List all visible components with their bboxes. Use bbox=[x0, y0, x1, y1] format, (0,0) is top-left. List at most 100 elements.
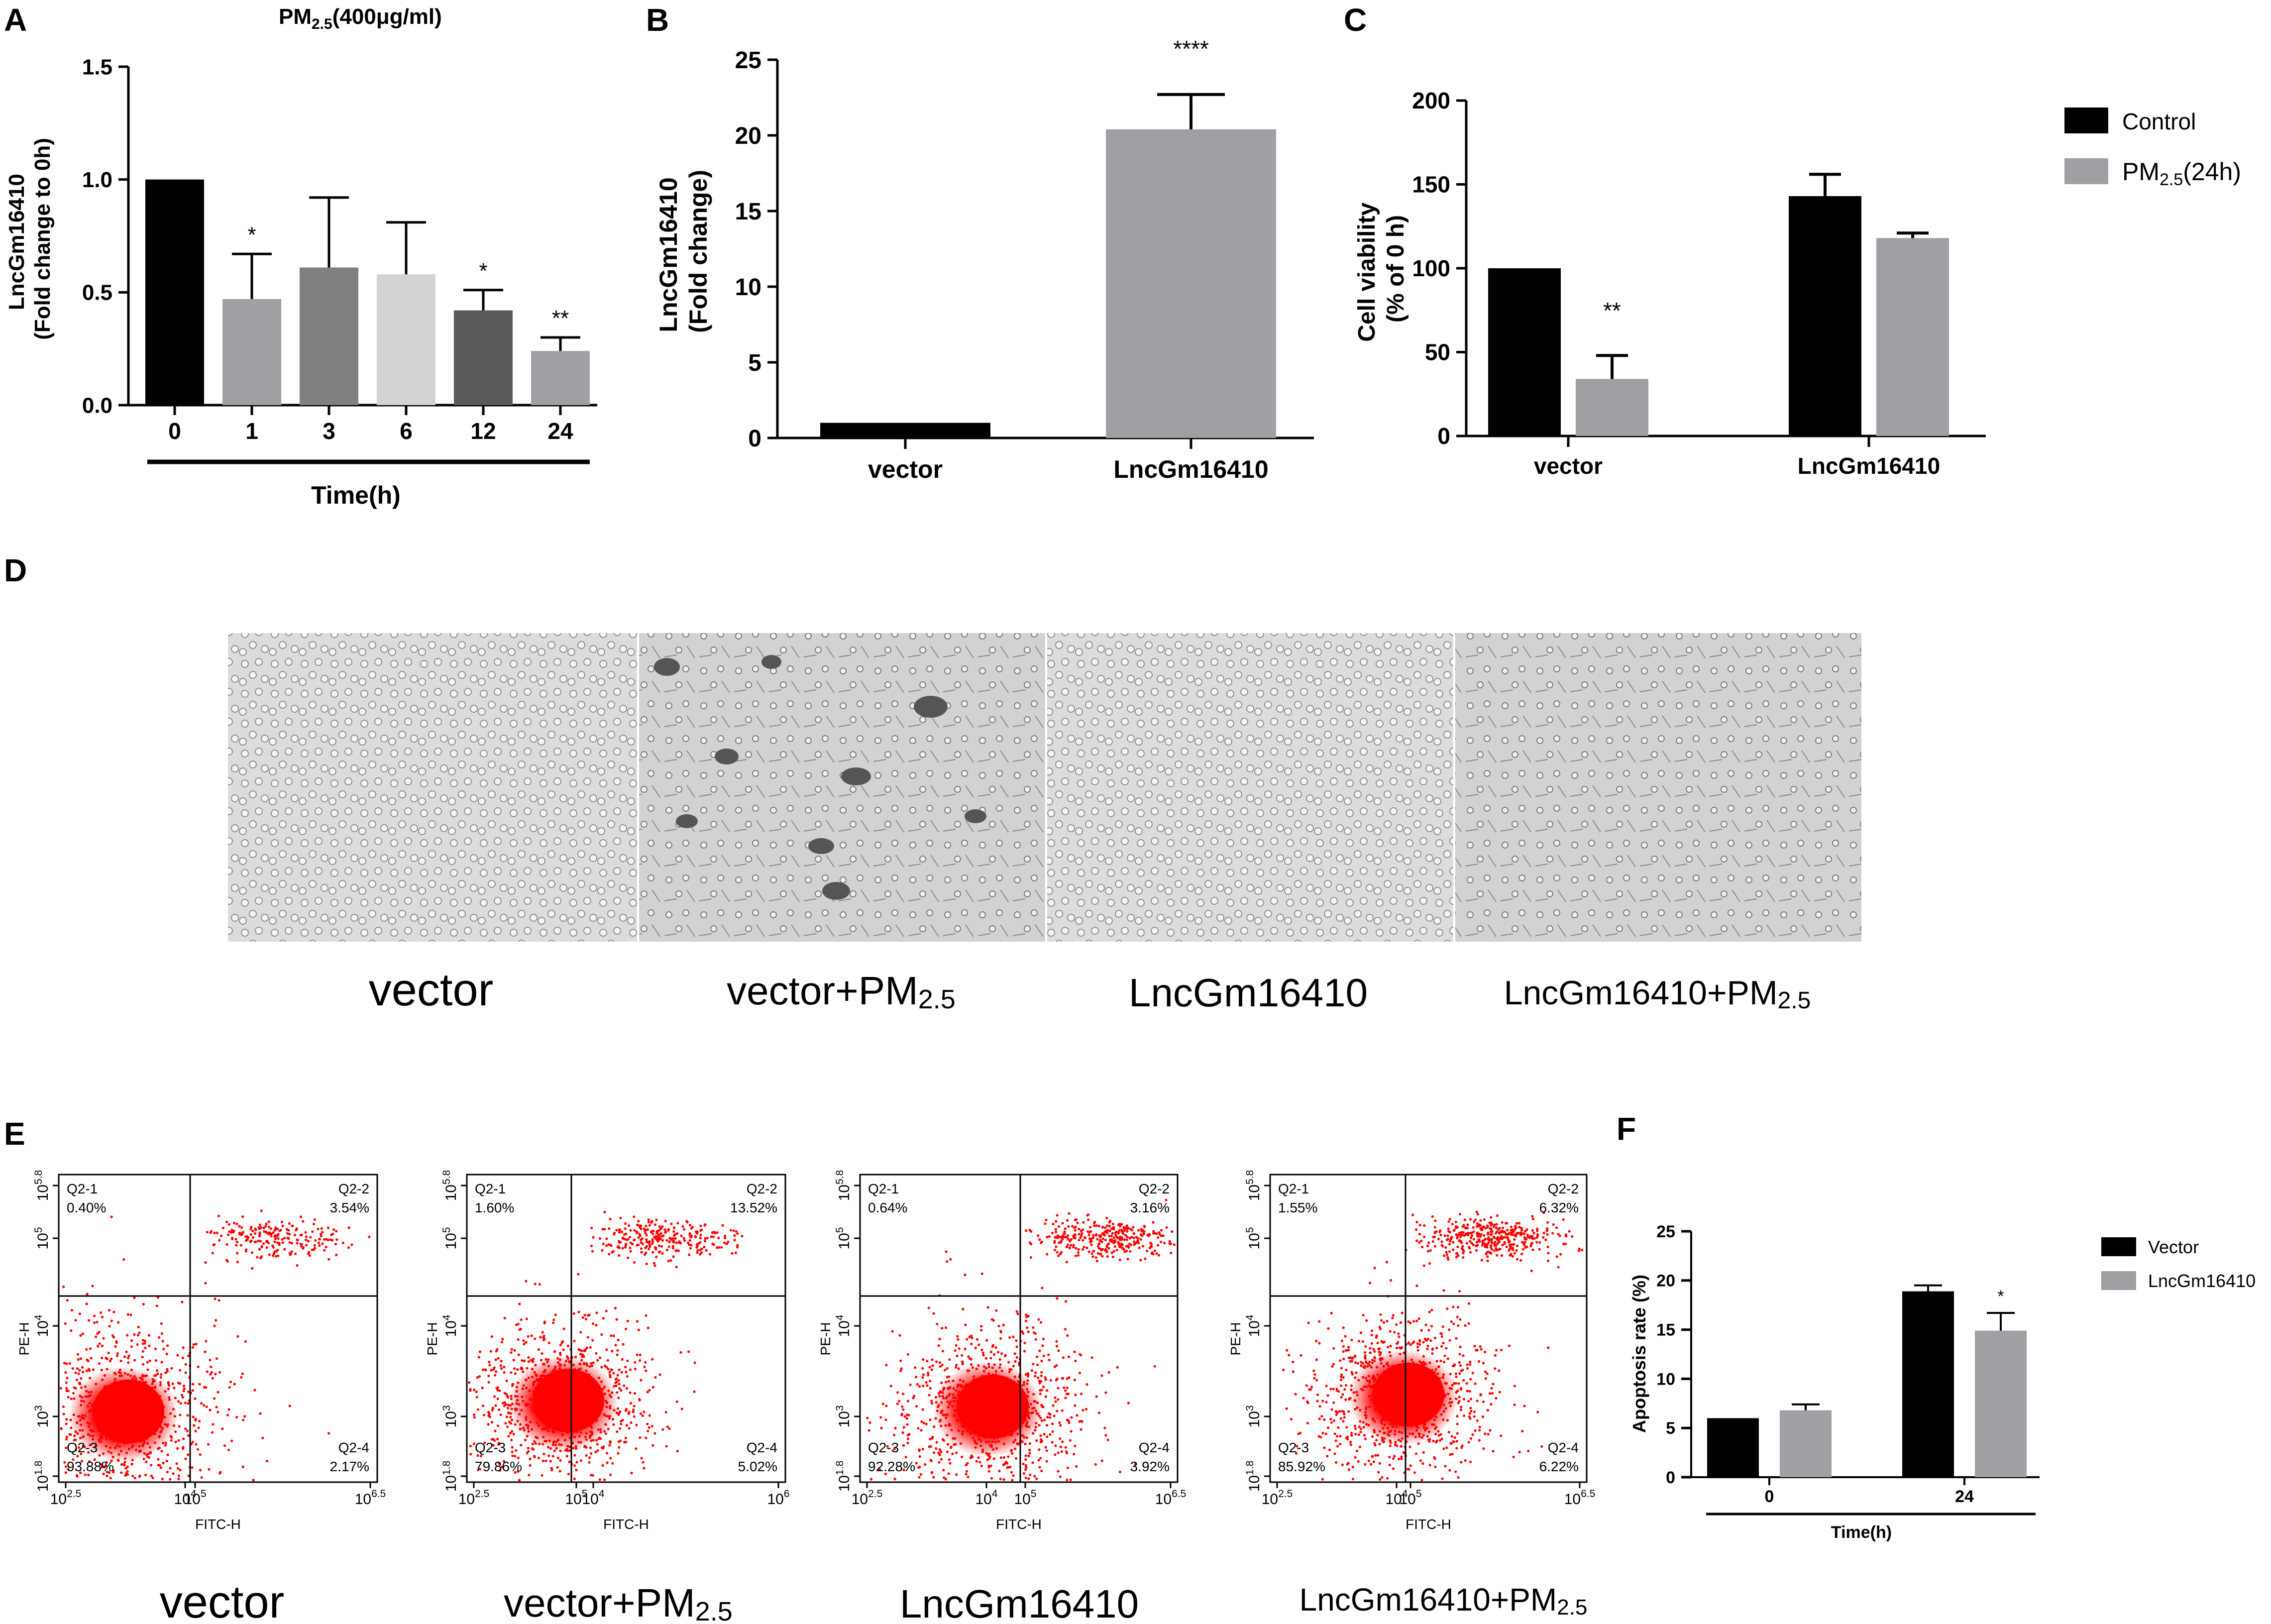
event-dot bbox=[1299, 1354, 1302, 1357]
event-dot bbox=[1469, 1218, 1472, 1221]
event-dot bbox=[1476, 1222, 1479, 1225]
event-dot bbox=[946, 1367, 949, 1370]
event-dot bbox=[1066, 1219, 1069, 1222]
event-dot bbox=[661, 1239, 664, 1242]
event-dot bbox=[868, 1421, 871, 1424]
event-dot bbox=[267, 1225, 271, 1228]
event-dot bbox=[625, 1387, 629, 1390]
event-dot bbox=[1116, 1236, 1119, 1239]
event-dot bbox=[506, 1395, 509, 1398]
event-dot bbox=[999, 1478, 1002, 1481]
event-dot bbox=[174, 1440, 177, 1443]
event-dot bbox=[184, 1363, 187, 1366]
event-dot bbox=[1165, 1226, 1168, 1229]
event-dot bbox=[943, 1476, 946, 1479]
event-dot bbox=[97, 1345, 100, 1348]
event-dot bbox=[500, 1367, 503, 1370]
event-dot bbox=[1370, 1463, 1373, 1466]
event-dot bbox=[1100, 1459, 1103, 1462]
event-dot bbox=[318, 1238, 321, 1241]
event-dot bbox=[1339, 1442, 1342, 1446]
event-dot bbox=[880, 1426, 883, 1429]
event-dot bbox=[1462, 1256, 1465, 1259]
event-dot bbox=[1461, 1245, 1464, 1248]
event-dot bbox=[1114, 1231, 1117, 1234]
event-dot bbox=[498, 1389, 501, 1392]
legend-swatch-vector bbox=[2101, 1237, 2136, 1256]
event-dot bbox=[914, 1366, 917, 1369]
event-dot bbox=[699, 1241, 702, 1244]
event-dot bbox=[507, 1411, 510, 1414]
event-dot bbox=[127, 1361, 130, 1364]
event-dot bbox=[667, 1260, 670, 1263]
event-dot bbox=[1468, 1415, 1471, 1418]
event-dot bbox=[1479, 1219, 1482, 1222]
event-dot bbox=[475, 1396, 478, 1399]
event-dot bbox=[1060, 1236, 1063, 1239]
y-tick-label: 105.8 bbox=[834, 1170, 853, 1201]
event-dot bbox=[1578, 1247, 1581, 1250]
event-dot bbox=[1074, 1359, 1077, 1363]
event-dot bbox=[502, 1402, 505, 1405]
event-dot bbox=[610, 1368, 613, 1371]
event-dot bbox=[1505, 1233, 1508, 1236]
event-dot bbox=[161, 1340, 164, 1343]
event-dot bbox=[272, 1231, 275, 1234]
event-dot bbox=[645, 1234, 648, 1237]
event-dot bbox=[1064, 1227, 1067, 1230]
event-dot bbox=[654, 1376, 657, 1379]
event-dot bbox=[1324, 1432, 1327, 1435]
event-dot bbox=[166, 1368, 169, 1371]
event-dot bbox=[1092, 1234, 1095, 1237]
event-dot bbox=[1447, 1431, 1450, 1434]
event-dot bbox=[107, 1351, 110, 1354]
event-dot bbox=[490, 1335, 493, 1338]
event-dot bbox=[327, 1432, 330, 1435]
event-dot bbox=[1081, 1408, 1084, 1411]
event-dot bbox=[741, 1235, 744, 1238]
event-dot bbox=[1077, 1254, 1080, 1257]
event-dot bbox=[1330, 1421, 1333, 1424]
event-dot bbox=[1423, 1224, 1426, 1227]
event-dot bbox=[510, 1351, 513, 1354]
event-dot bbox=[900, 1412, 903, 1415]
event-dot bbox=[503, 1371, 506, 1374]
event-dot bbox=[1065, 1450, 1068, 1453]
event-dot bbox=[210, 1230, 213, 1233]
event-dot bbox=[259, 1412, 262, 1415]
event-dot bbox=[647, 1326, 649, 1329]
event-dot bbox=[1468, 1302, 1471, 1305]
event-dot bbox=[1098, 1234, 1101, 1237]
quadrant-percent: 0.64% bbox=[868, 1200, 907, 1215]
event-dot bbox=[1122, 1232, 1125, 1235]
event-dot bbox=[1170, 1252, 1173, 1255]
event-dot bbox=[234, 1238, 237, 1241]
event-dot bbox=[119, 1359, 122, 1362]
event-dot bbox=[1340, 1367, 1343, 1370]
event-dot bbox=[598, 1478, 601, 1481]
event-dot bbox=[1342, 1420, 1345, 1423]
event-dot bbox=[573, 1464, 576, 1467]
event-dot bbox=[994, 1346, 997, 1349]
event-dot bbox=[500, 1359, 503, 1363]
event-dot bbox=[1455, 1252, 1458, 1255]
y-tick-label: 103 bbox=[1244, 1405, 1263, 1427]
event-dot bbox=[1501, 1237, 1504, 1240]
event-dot bbox=[133, 1297, 136, 1299]
event-dot bbox=[1482, 1362, 1485, 1365]
event-dot bbox=[1069, 1240, 1072, 1243]
event-dot bbox=[942, 1439, 946, 1442]
event-dot bbox=[649, 1230, 652, 1234]
event-dot bbox=[1073, 1235, 1076, 1238]
event-dot bbox=[512, 1432, 515, 1436]
event-dot bbox=[1457, 1476, 1460, 1479]
x-tick-label: 102.5 bbox=[458, 1488, 490, 1508]
event-dot bbox=[674, 1237, 677, 1240]
event-dot bbox=[133, 1359, 136, 1362]
event-dot bbox=[1152, 1221, 1155, 1224]
event-dot bbox=[961, 1354, 964, 1357]
event-dot bbox=[90, 1357, 93, 1360]
event-dot bbox=[937, 1451, 940, 1454]
event-dot bbox=[92, 1368, 95, 1371]
event-dot bbox=[1332, 1388, 1335, 1391]
